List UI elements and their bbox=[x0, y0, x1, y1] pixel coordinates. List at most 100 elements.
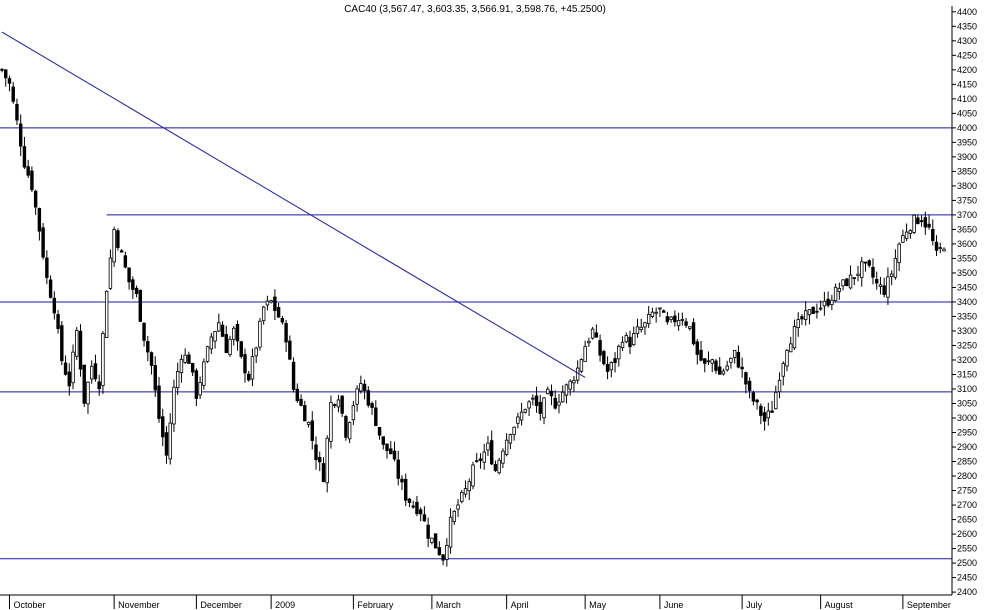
candle-body bbox=[755, 399, 759, 403]
candle-body bbox=[796, 319, 800, 329]
y-tick-label: 3350 bbox=[957, 311, 977, 321]
candle-body bbox=[501, 450, 505, 464]
candle-body bbox=[202, 361, 206, 386]
candle-body bbox=[239, 341, 243, 357]
candle-body bbox=[11, 86, 15, 102]
candle-body bbox=[792, 326, 797, 349]
candle-body bbox=[288, 340, 292, 360]
candle-body bbox=[224, 334, 228, 354]
x-tick-label: June bbox=[664, 600, 684, 610]
candle-body bbox=[661, 310, 666, 313]
candle-body bbox=[258, 320, 262, 348]
y-tick-label: 2500 bbox=[957, 558, 977, 568]
candle-body bbox=[886, 276, 890, 298]
candle-body bbox=[639, 326, 643, 330]
candle-body bbox=[800, 316, 804, 320]
candle-body bbox=[101, 333, 105, 386]
candle-body bbox=[590, 328, 595, 339]
candle-body bbox=[261, 306, 266, 322]
candle-body bbox=[538, 401, 542, 414]
candle-body bbox=[512, 426, 516, 435]
candle-body bbox=[912, 214, 916, 233]
candle-body bbox=[908, 230, 913, 234]
candle-body bbox=[392, 450, 397, 460]
candle-body bbox=[889, 273, 894, 277]
candle-body bbox=[119, 250, 124, 253]
y-tick-label: 2400 bbox=[957, 587, 977, 597]
candle-body bbox=[860, 261, 864, 278]
candle-body bbox=[441, 554, 445, 561]
candle-body bbox=[703, 358, 707, 364]
candle-body bbox=[127, 267, 131, 283]
candle-body bbox=[7, 78, 12, 84]
candle-body bbox=[30, 170, 34, 191]
chart-title: CAC40 (3,567.47, 3,603.35, 3,566.91, 3,5… bbox=[344, 4, 606, 15]
candle-body bbox=[789, 343, 793, 353]
candle-body bbox=[710, 359, 714, 364]
candle-body bbox=[658, 307, 662, 310]
candle-body bbox=[112, 229, 116, 263]
candle-body bbox=[478, 458, 483, 461]
candle-body bbox=[546, 388, 550, 395]
candle-body bbox=[938, 247, 942, 249]
x-tick-label: September bbox=[907, 600, 951, 610]
candle-body bbox=[516, 416, 520, 424]
y-tick-label: 3100 bbox=[957, 384, 977, 394]
candle-body bbox=[594, 332, 599, 338]
candle-body bbox=[104, 290, 109, 338]
candle-body bbox=[45, 257, 49, 278]
x-tick-label: August bbox=[825, 600, 854, 610]
candle-body bbox=[766, 410, 771, 419]
candle-body bbox=[561, 391, 565, 403]
candle-body bbox=[691, 322, 696, 345]
candle-body bbox=[415, 501, 419, 515]
candle-body bbox=[400, 478, 404, 483]
candle-body bbox=[721, 370, 726, 375]
y-tick-label: 3250 bbox=[957, 340, 977, 350]
trendline-group bbox=[1, 31, 586, 378]
candle-body bbox=[632, 333, 636, 346]
candle-body bbox=[381, 436, 385, 445]
candle-body bbox=[164, 432, 169, 456]
candle-body bbox=[157, 385, 161, 419]
candle-body bbox=[916, 217, 920, 225]
candle-body bbox=[841, 279, 845, 287]
candle-body bbox=[187, 354, 191, 364]
candle-body bbox=[295, 388, 300, 402]
y-tick-label: 4350 bbox=[957, 21, 977, 31]
candle-body bbox=[942, 248, 946, 252]
candle-body bbox=[572, 379, 576, 384]
candle-body bbox=[904, 231, 909, 239]
candle-body bbox=[377, 426, 382, 436]
candle-body bbox=[321, 463, 326, 483]
candle-body bbox=[654, 311, 658, 314]
candle-body bbox=[26, 166, 30, 176]
y-tick-label: 2850 bbox=[957, 457, 977, 467]
candle-body bbox=[871, 266, 875, 278]
y-tick-label: 2550 bbox=[957, 544, 977, 554]
candle-body bbox=[901, 235, 905, 243]
y-tick-label: 3150 bbox=[957, 369, 977, 379]
candle-body bbox=[837, 287, 842, 292]
y-tick-label: 2700 bbox=[957, 500, 977, 510]
candle-body bbox=[389, 448, 393, 455]
candle-body bbox=[830, 299, 834, 305]
candle-body bbox=[411, 505, 415, 508]
candle-body bbox=[822, 300, 827, 307]
candle-body bbox=[579, 359, 584, 372]
y-tick-label: 3650 bbox=[957, 224, 977, 234]
candle-body bbox=[359, 383, 363, 392]
candle-body bbox=[467, 481, 471, 492]
candle-body bbox=[777, 379, 782, 393]
candle-body bbox=[785, 350, 789, 367]
x-tick-label: July bbox=[746, 600, 763, 610]
candle-body bbox=[18, 123, 23, 147]
candle-body bbox=[714, 360, 718, 371]
candle-body bbox=[482, 451, 486, 463]
x-tick-label: February bbox=[357, 600, 394, 610]
candle-body bbox=[325, 437, 329, 484]
candle-body bbox=[205, 346, 210, 362]
candle-body bbox=[220, 324, 225, 337]
x-tick-label: December bbox=[200, 600, 242, 610]
